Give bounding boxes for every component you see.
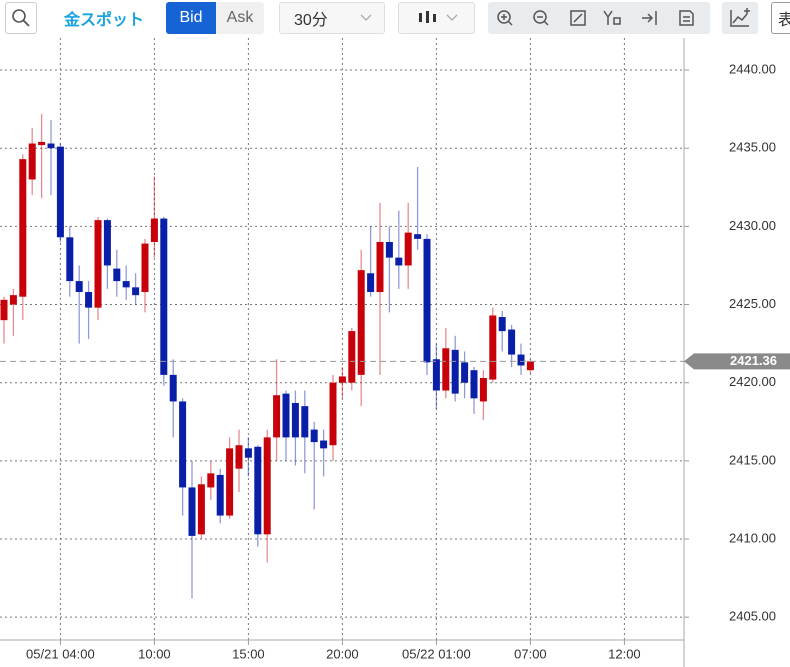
candle-body: [103, 220, 111, 266]
candle-body: [38, 141, 46, 146]
candle-body: [517, 354, 525, 366]
x-tick-label: 15:00: [232, 646, 265, 661]
candle-body: [470, 370, 478, 399]
candle-body: [56, 146, 64, 238]
candle-body: [113, 268, 121, 282]
candle-body: [291, 403, 299, 438]
chevron: [360, 14, 372, 21]
current-price-label: 2421.36: [730, 353, 777, 368]
interval-label: 30分: [294, 12, 328, 29]
candle-body: [404, 232, 412, 266]
y-tick-label: 2410.00: [729, 530, 776, 545]
candle-body: [254, 446, 262, 535]
candle-body: [423, 238, 431, 363]
bid-button[interactable]: Bid: [166, 2, 216, 34]
tool-group: [488, 2, 710, 34]
candle-body: [489, 315, 497, 380]
candle-body: [479, 378, 487, 402]
interval-dropdown[interactable]: 30分: [279, 2, 385, 34]
display-button[interactable]: 表: [771, 2, 790, 34]
candle-icon: [418, 11, 457, 23]
candle-body: [66, 237, 74, 282]
candle-body: [85, 292, 93, 308]
candle-body: [169, 374, 177, 402]
ask-button[interactable]: Ask: [216, 2, 264, 34]
candle-body: [348, 331, 356, 383]
candle-body: [122, 281, 130, 288]
candle-body: [432, 359, 440, 391]
y-tick-label: 2415.00: [729, 452, 776, 467]
x-tick-label: 12:00: [608, 646, 641, 661]
candle-body: [188, 487, 196, 536]
candle-body: [94, 220, 102, 308]
current-price-tag: [684, 353, 790, 370]
y-tick-label: 2425.00: [729, 296, 776, 311]
candle-body: [263, 437, 271, 535]
search-icon: [12, 9, 30, 27]
y-tick-label: 2440.00: [729, 61, 776, 76]
candle-body: [357, 270, 365, 375]
candle-body: [0, 299, 8, 321]
candle-body: [28, 143, 36, 180]
candle-body: [385, 242, 393, 258]
y-tick-label: 2420.00: [729, 374, 776, 389]
candle-body: [207, 473, 215, 488]
candle-body: [526, 361, 534, 371]
candle-body: [508, 329, 516, 355]
candle-body: [367, 273, 375, 293]
candle-body: [395, 257, 403, 266]
toolbar: 金スポット Bid Ask 30分 表: [0, 0, 790, 38]
candle-body: [273, 395, 281, 438]
y-tick-label: 2430.00: [729, 218, 776, 233]
candle-body: [338, 376, 346, 383]
candle-body: [19, 159, 27, 297]
candle-body: [442, 348, 450, 391]
candle-body: [141, 243, 149, 293]
candle-body: [75, 281, 83, 293]
candle-body: [282, 393, 290, 438]
x-tick-label: 10:00: [138, 646, 171, 661]
indicator-button[interactable]: [722, 2, 758, 34]
x-tick-label: 05/22 01:00: [402, 646, 471, 661]
candle-body: [376, 242, 384, 293]
candle-body: [132, 287, 140, 296]
x-tick-label: 05/21 04:00: [26, 646, 95, 661]
candle-body: [451, 349, 459, 394]
candle-body: [498, 317, 506, 332]
candle-body: [216, 474, 224, 516]
chart-type-dropdown[interactable]: [398, 2, 475, 34]
candle-body: [461, 362, 469, 383]
candle-body: [301, 406, 309, 438]
candle-body: [160, 218, 168, 375]
y-tick-label: 2435.00: [729, 140, 776, 155]
candle-body: [235, 445, 243, 469]
x-tick-label: 07:00: [514, 646, 547, 661]
candle-body: [320, 440, 328, 449]
x-tick-label: 20:00: [326, 646, 359, 661]
candle-body: [226, 448, 234, 516]
candle-chart: 2405.00 2410.00 2415.00 2420.00 2425.00 2430.…: [0, 38, 790, 667]
indicator-icon: [730, 8, 750, 27]
candle-body: [310, 429, 318, 443]
candle-body: [179, 401, 187, 488]
candle-body: [47, 143, 55, 149]
candle-body: [150, 218, 158, 243]
search-button[interactable]: [5, 2, 37, 34]
candle-body: [244, 448, 252, 458]
y-tick-label: 2405.00: [729, 609, 776, 624]
tool-icons: [497, 10, 694, 26]
candle-body: [329, 382, 337, 446]
candle-body: [414, 234, 422, 239]
candle-body: [9, 295, 17, 305]
candle-body: [197, 484, 205, 535]
instrument-name[interactable]: 金スポット: [63, 12, 144, 29]
